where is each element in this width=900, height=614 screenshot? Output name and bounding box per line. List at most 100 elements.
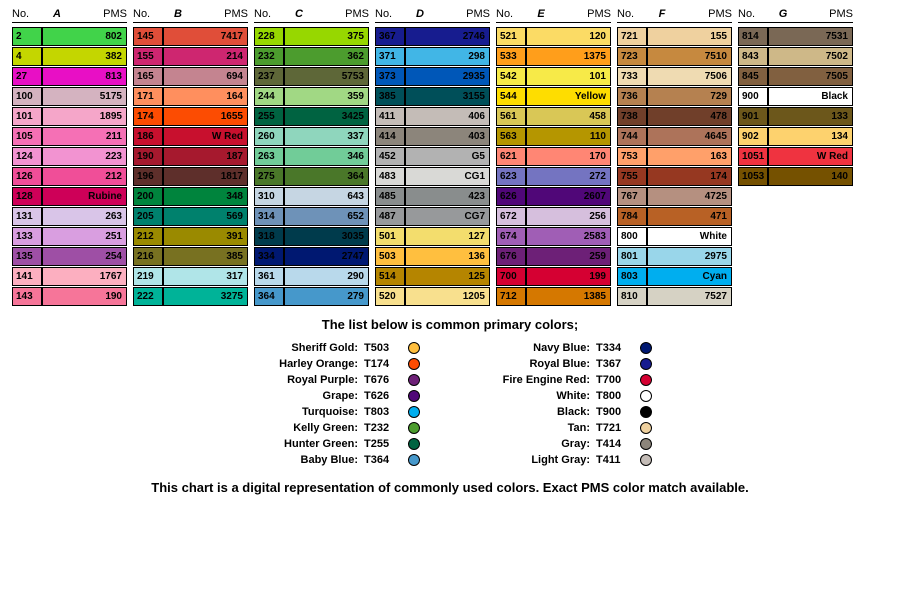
color-row: 275364 bbox=[254, 167, 369, 186]
color-row: 361290 bbox=[254, 267, 369, 286]
primary-row: Baby Blue:T364 bbox=[248, 452, 420, 468]
color-row: 186W Red bbox=[133, 127, 248, 146]
cell-pms: 279 bbox=[285, 288, 368, 305]
color-row: 623272 bbox=[496, 167, 611, 186]
cell-no: 131 bbox=[13, 208, 43, 225]
swatch-icon bbox=[640, 342, 652, 354]
cell-pms: 382 bbox=[43, 48, 126, 65]
color-row: 544Yellow bbox=[496, 87, 611, 106]
color-row: 2223275 bbox=[133, 287, 248, 306]
color-row: 8012975 bbox=[617, 247, 732, 266]
primary-name: Baby Blue: bbox=[248, 454, 358, 466]
primary-code: T800 bbox=[596, 390, 634, 402]
cell-no: 800 bbox=[618, 228, 648, 245]
color-row: 3732935 bbox=[375, 67, 490, 86]
primary-row: Royal Purple:T676 bbox=[248, 372, 420, 388]
cell-pms: Rubine bbox=[43, 188, 126, 205]
cell-pms: 120 bbox=[527, 28, 610, 45]
cell-no: 901 bbox=[739, 108, 769, 125]
color-row: 135254 bbox=[12, 247, 127, 266]
cell-pms: 1895 bbox=[43, 108, 126, 125]
color-row: 736729 bbox=[617, 87, 732, 106]
column-B: No.BPMS145741715521416569417116417416551… bbox=[133, 8, 248, 307]
cell-no: 900 bbox=[739, 88, 769, 105]
cell-no: 452 bbox=[376, 148, 406, 165]
cell-no: 216 bbox=[134, 248, 164, 265]
cell-no: 736 bbox=[618, 88, 648, 105]
color-row: 3672746 bbox=[375, 27, 490, 46]
cell-no: 533 bbox=[497, 48, 527, 65]
cell-no: 801 bbox=[618, 248, 648, 265]
color-row: 1457417 bbox=[133, 27, 248, 46]
cell-no: 310 bbox=[255, 188, 285, 205]
cell-no: 222 bbox=[134, 288, 164, 305]
cell-no: 212 bbox=[134, 228, 164, 245]
column-header: No.DPMS bbox=[375, 8, 490, 23]
swatch-icon bbox=[408, 358, 420, 370]
primary-code: T255 bbox=[364, 438, 402, 450]
swatch-icon bbox=[408, 454, 420, 466]
cell-no: 483 bbox=[376, 168, 406, 185]
cell-pms: Cyan bbox=[648, 268, 731, 285]
primary-name: Tan: bbox=[480, 422, 590, 434]
primary-name: Light Gray: bbox=[480, 454, 590, 466]
header-pms: PMS bbox=[314, 8, 369, 20]
cell-no: 314 bbox=[255, 208, 285, 225]
cell-pms: 2975 bbox=[648, 248, 731, 265]
cell-pms: 7502 bbox=[769, 48, 852, 65]
color-row: 228375 bbox=[254, 27, 369, 46]
swatch-icon bbox=[408, 438, 420, 450]
cell-pms: 125 bbox=[406, 268, 489, 285]
cell-pms: 385 bbox=[164, 248, 247, 265]
cell-no: 255 bbox=[255, 108, 285, 125]
color-row: 7121385 bbox=[496, 287, 611, 306]
cell-pms: 170 bbox=[527, 148, 610, 165]
header-no: No. bbox=[738, 8, 768, 20]
cell-no: 542 bbox=[497, 68, 527, 85]
color-row: 4382 bbox=[12, 47, 127, 66]
cell-pms: 423 bbox=[406, 188, 489, 205]
cell-no: 385 bbox=[376, 88, 406, 105]
color-row: 487CG7 bbox=[375, 207, 490, 226]
color-row: 1411767 bbox=[12, 267, 127, 286]
cell-pms: CG1 bbox=[406, 168, 489, 185]
cell-no: 141 bbox=[13, 268, 43, 285]
color-row: 721155 bbox=[617, 27, 732, 46]
cell-no: 626 bbox=[497, 188, 527, 205]
cell-pms: 317 bbox=[164, 268, 247, 285]
primary-code: T367 bbox=[596, 358, 634, 370]
primary-code: T676 bbox=[364, 374, 402, 386]
color-row: 131263 bbox=[12, 207, 127, 226]
color-row: 263346 bbox=[254, 147, 369, 166]
cell-no: 263 bbox=[255, 148, 285, 165]
primary-name: Hunter Green: bbox=[248, 438, 358, 450]
swatch-icon bbox=[640, 358, 652, 370]
cell-pms: 802 bbox=[43, 28, 126, 45]
cell-no: 810 bbox=[618, 288, 648, 305]
color-row: 190187 bbox=[133, 147, 248, 166]
cell-no: 845 bbox=[739, 68, 769, 85]
color-row: 1005175 bbox=[12, 87, 127, 106]
cell-pms: 337 bbox=[285, 128, 368, 145]
color-row: 27813 bbox=[12, 67, 127, 86]
color-row: 676259 bbox=[496, 247, 611, 266]
color-row: 3342747 bbox=[254, 247, 369, 266]
color-row: 900Black bbox=[738, 87, 853, 106]
cell-pms: 694 bbox=[164, 68, 247, 85]
color-row: 371298 bbox=[375, 47, 490, 66]
cell-no: 219 bbox=[134, 268, 164, 285]
color-row: 1051W Red bbox=[738, 147, 853, 166]
cell-no: 373 bbox=[376, 68, 406, 85]
cell-pms: 1655 bbox=[164, 108, 247, 125]
color-row: 542101 bbox=[496, 67, 611, 86]
cell-no: 318 bbox=[255, 228, 285, 245]
column-header: No.APMS bbox=[12, 8, 127, 23]
color-row: 165694 bbox=[133, 67, 248, 86]
header-no: No. bbox=[12, 8, 42, 20]
cell-pms: CG7 bbox=[406, 208, 489, 225]
cell-pms: 134 bbox=[769, 128, 852, 145]
cell-pms: 140 bbox=[769, 168, 852, 185]
color-row: 521120 bbox=[496, 27, 611, 46]
column-D: No.DPMS367274637129837329353853155411406… bbox=[375, 8, 490, 307]
footer-note: This chart is a digital representation o… bbox=[12, 480, 888, 495]
